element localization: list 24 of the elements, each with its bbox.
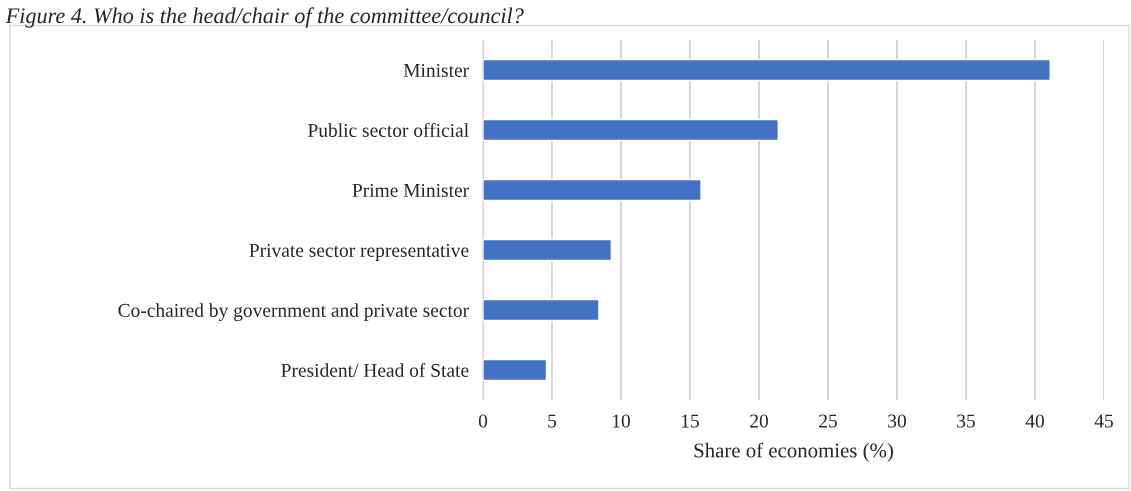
x-tick-label: 40 (1025, 414, 1044, 428)
x-tick-label: 10 (612, 414, 630, 428)
bar (483, 118, 780, 142)
y-tick-label: Prime Minister (352, 183, 469, 197)
x-tick-label: 15 (681, 414, 699, 428)
x-tick-label: 35 (957, 414, 975, 428)
x-tick-label: 45 (1094, 414, 1113, 428)
y-tick-label: Private sector representative (249, 243, 469, 261)
y-tick-label: Minister (403, 63, 469, 77)
x-axis-title: Share of economies (%) (694, 442, 893, 462)
y-tick-label: Co-chaired by government and private sector (118, 303, 469, 321)
bar (483, 358, 548, 382)
y-tick-label: President/ Head of State (281, 363, 469, 377)
bar (483, 238, 613, 262)
x-tick-label: 25 (819, 414, 837, 428)
bar (483, 298, 600, 322)
x-tick-label: 20 (750, 414, 768, 428)
y-tick-label: Public sector official (308, 123, 469, 137)
text: Figure 4. Who is the head/chair of the committee/council? (5, 7, 524, 28)
x-tick-label: 30 (888, 414, 906, 428)
x-tick-label: 5 (548, 414, 557, 428)
bar (483, 58, 1051, 82)
x-tick-label: 0 (478, 414, 488, 428)
bar (483, 178, 702, 202)
